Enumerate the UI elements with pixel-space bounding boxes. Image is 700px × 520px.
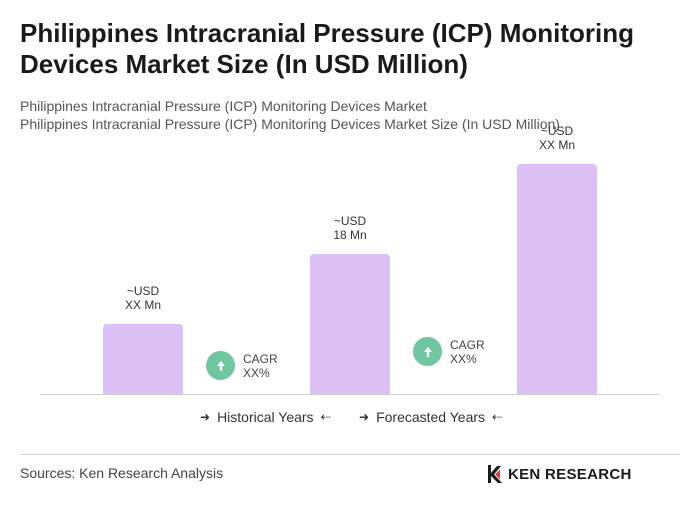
cagr-indicator-2: CAGR XX% [413, 337, 485, 366]
x-axis-line [40, 394, 660, 395]
cagr-value: XX% [450, 351, 477, 366]
footer-divider [20, 454, 680, 455]
bar-chart: ~USD XX Mn ~USD 18 Mn ~USD XX Mn CAGR XX% CAGR XX… [83, 124, 617, 394]
bar-3-label: ~USD XX Mn [497, 124, 617, 152]
sources-text: Sources: Ken Research Analysis [20, 465, 224, 481]
arrow-right-icon: ➜ [200, 410, 211, 424]
cagr-text-2: CAGR XX% [450, 338, 485, 366]
bar-2-label-line-1: ~USD [333, 214, 367, 228]
arrow-right-icon: ➜ [359, 410, 370, 424]
bar-2-label: ~USD 18 Mn [290, 214, 410, 242]
legend-forecasted: ➜ Forecasted Years ⇠ [359, 409, 502, 425]
arrow-up-icon [206, 351, 235, 380]
bar-1-label-line-1: ~USD [126, 284, 160, 298]
legend-historical-label: Historical Years [217, 409, 314, 425]
chart-subtitle: Philippines Intracranial Pressure (ICP) … [20, 97, 680, 133]
bar-3-label-line-2: XX Mn [538, 138, 575, 152]
legend-historical: ➜ Historical Years ⇠ [200, 409, 331, 425]
arrow-left-icon: ⇠ [320, 410, 331, 424]
arrow-up-icon [413, 337, 442, 366]
cagr-indicator-1: CAGR XX% [206, 351, 278, 380]
legend-forecasted-label: Forecasted Years [376, 409, 486, 425]
ken-research-logo-icon [488, 465, 502, 483]
cagr-label: CAGR [243, 351, 278, 366]
cagr-value: XX% [243, 365, 270, 380]
cagr-text-1: CAGR XX% [243, 352, 278, 380]
subtitle-line-1: Philippines Intracranial Pressure (ICP) … [20, 98, 427, 114]
bar-3-label-line-1: ~USD [540, 124, 574, 138]
logo-text: KEN RESEARCH [508, 465, 632, 483]
bar-1-label: ~USD XX Mn [83, 284, 203, 312]
bar-3 [517, 164, 597, 394]
cagr-label: CAGR [450, 337, 485, 352]
bar-1-label-line-2: XX Mn [124, 298, 161, 312]
arrow-left-icon: ⇠ [492, 410, 503, 424]
ken-research-logo: KEN RESEARCH [486, 464, 632, 484]
bar-1 [103, 324, 183, 394]
subtitle-line-2: Philippines Intracranial Pressure (ICP) … [20, 116, 560, 132]
chart-title: Philippines Intracranial Pressure (ICP) … [20, 18, 634, 79]
bar-2-label-line-2: 18 Mn [333, 228, 367, 242]
bar-2 [310, 254, 390, 394]
